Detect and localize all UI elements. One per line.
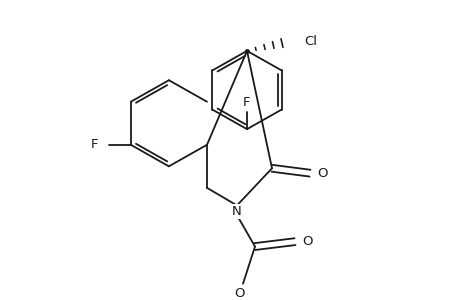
Text: O: O xyxy=(302,235,313,248)
Text: F: F xyxy=(91,138,98,151)
Text: N: N xyxy=(232,205,241,218)
Text: O: O xyxy=(234,287,245,300)
Text: Cl: Cl xyxy=(303,34,316,48)
Text: F: F xyxy=(243,96,250,109)
Text: O: O xyxy=(317,167,328,180)
